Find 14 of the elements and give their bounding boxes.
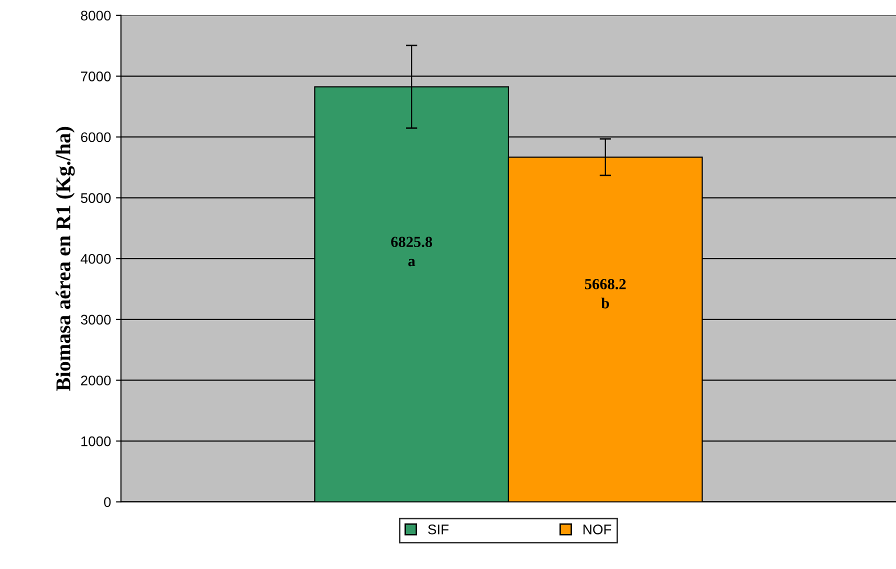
y-axis-title: Biomasa aérea en R1 (Kg./ha)	[56, 126, 75, 391]
y-tick-label: 1000	[81, 436, 111, 446]
y-tick-label: 6000	[81, 132, 111, 142]
y-tick-label: 0	[104, 497, 111, 508]
y-tick-label: 4000	[80, 254, 111, 264]
y-tick-label: 3000	[80, 314, 111, 325]
data-label: 5668.2 b	[584, 278, 626, 308]
y-tick-label: 5000	[80, 193, 111, 203]
legend-label: NOF	[584, 524, 612, 534]
y-tick-label: 8000	[80, 10, 111, 21]
data-label: 6825.8 a	[391, 236, 432, 266]
legend-label: SIF	[428, 524, 449, 534]
y-tick-label: 2000	[81, 376, 111, 386]
y-tick-label: 7000	[81, 72, 111, 82]
